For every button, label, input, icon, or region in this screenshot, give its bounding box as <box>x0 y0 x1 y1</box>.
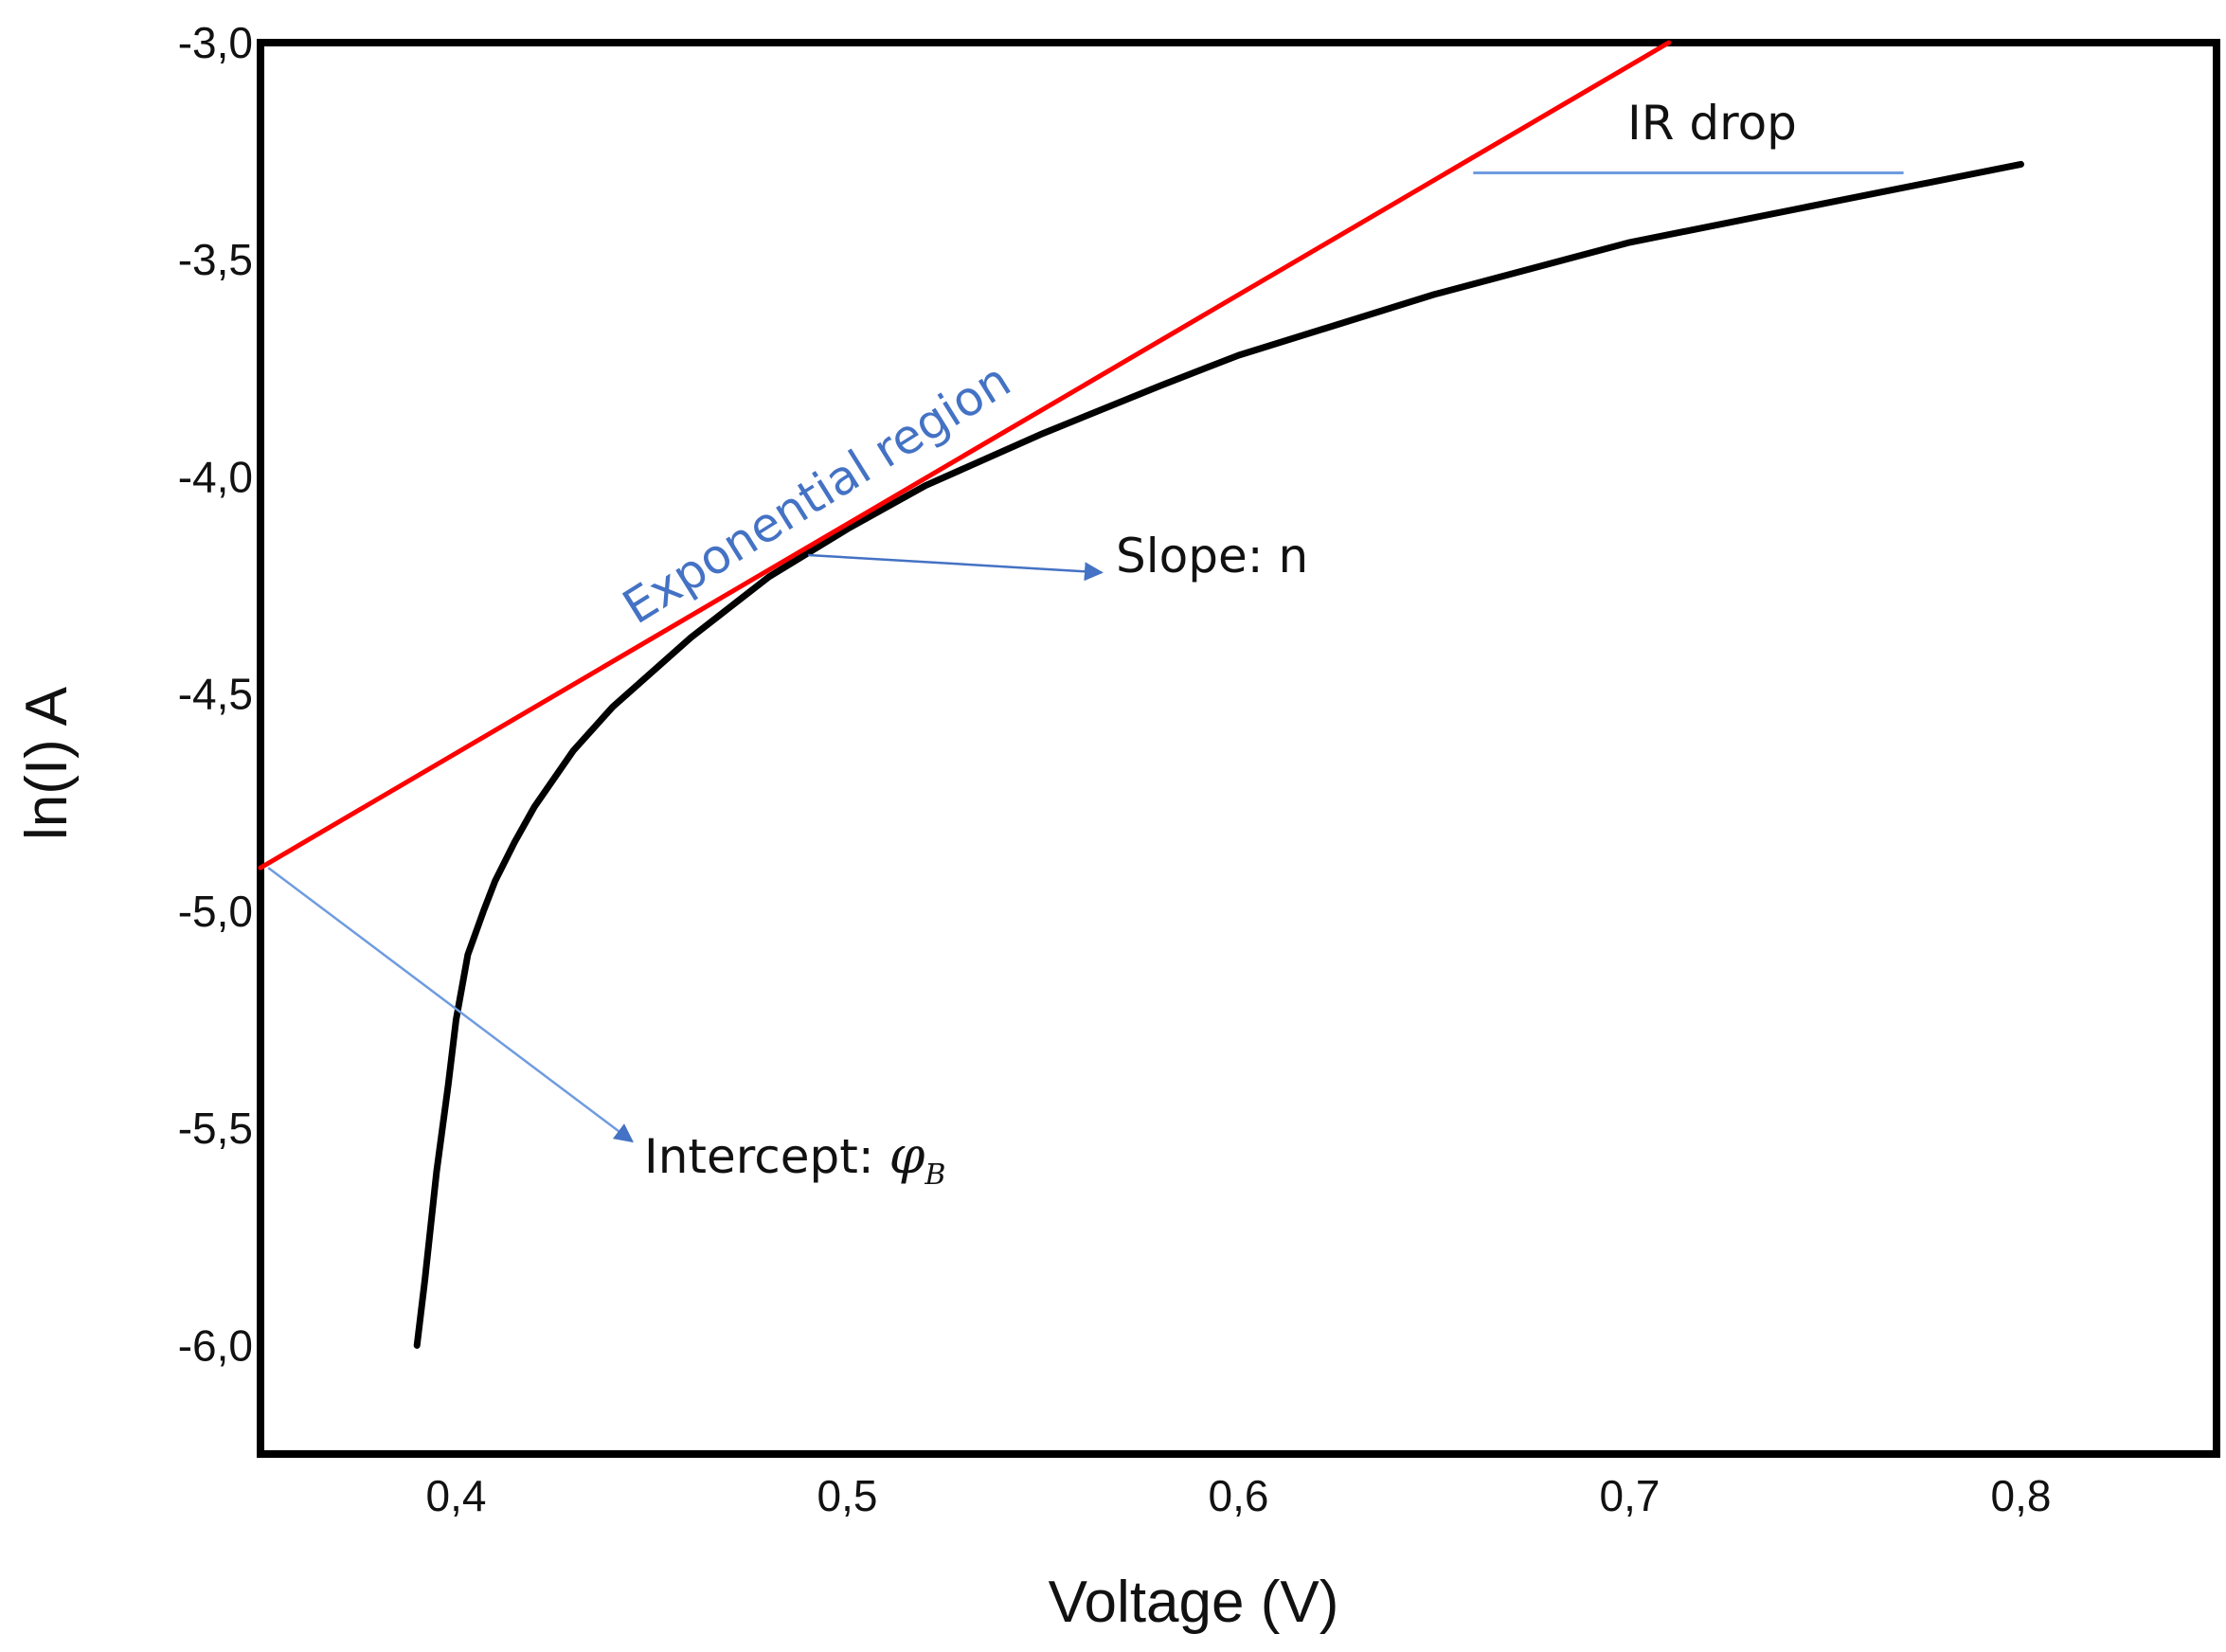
x-tick-labels: 0,4 0,5 0,6 0,7 0,8 <box>426 1471 2052 1520</box>
phi-symbol: φ <box>889 1125 925 1185</box>
y-tick-label: -3,5 <box>178 235 253 284</box>
series-line-measured <box>413 160 2024 1349</box>
slope-arrow <box>808 553 1104 582</box>
x-axis-title: Voltage (V) <box>1049 1570 1339 1635</box>
x-tick-label: 0,6 <box>1209 1471 1269 1520</box>
y-tick-label: -6,0 <box>178 1320 253 1370</box>
y-tick-label: -4,0 <box>178 452 253 501</box>
y-tick-label: -5,0 <box>178 887 253 936</box>
intercept-label-text: Intercept: <box>644 1129 889 1184</box>
y-tick-label: -3,0 <box>178 18 253 67</box>
plot-frame <box>257 39 2220 1458</box>
series-layer <box>258 40 2024 1349</box>
y-tick-label: -5,5 <box>178 1104 253 1153</box>
y-tick-label: -4,5 <box>178 670 253 719</box>
ir-drop-label: IR drop <box>1627 96 1797 151</box>
slope-label: Slope: n <box>1116 529 1308 584</box>
y-tick-labels: -3,0 -3,5 -4,0 -4,5 -5,0 -5,5 -6,0 <box>178 18 253 1370</box>
x-tick-label: 0,5 <box>817 1471 878 1520</box>
intercept-label: Intercept: φB <box>644 1125 945 1192</box>
x-tick-label: 0,4 <box>426 1471 487 1520</box>
x-tick-label: 0,7 <box>1600 1471 1661 1520</box>
x-tick-label: 0,8 <box>1991 1471 2052 1520</box>
intercept-arrow <box>267 867 634 1143</box>
phi-subscript: B <box>924 1158 945 1192</box>
y-axis-title: ln(I) A <box>14 686 80 840</box>
series-line-fit <box>258 40 1672 871</box>
exponential-region-label: Exponential region <box>614 352 1020 635</box>
